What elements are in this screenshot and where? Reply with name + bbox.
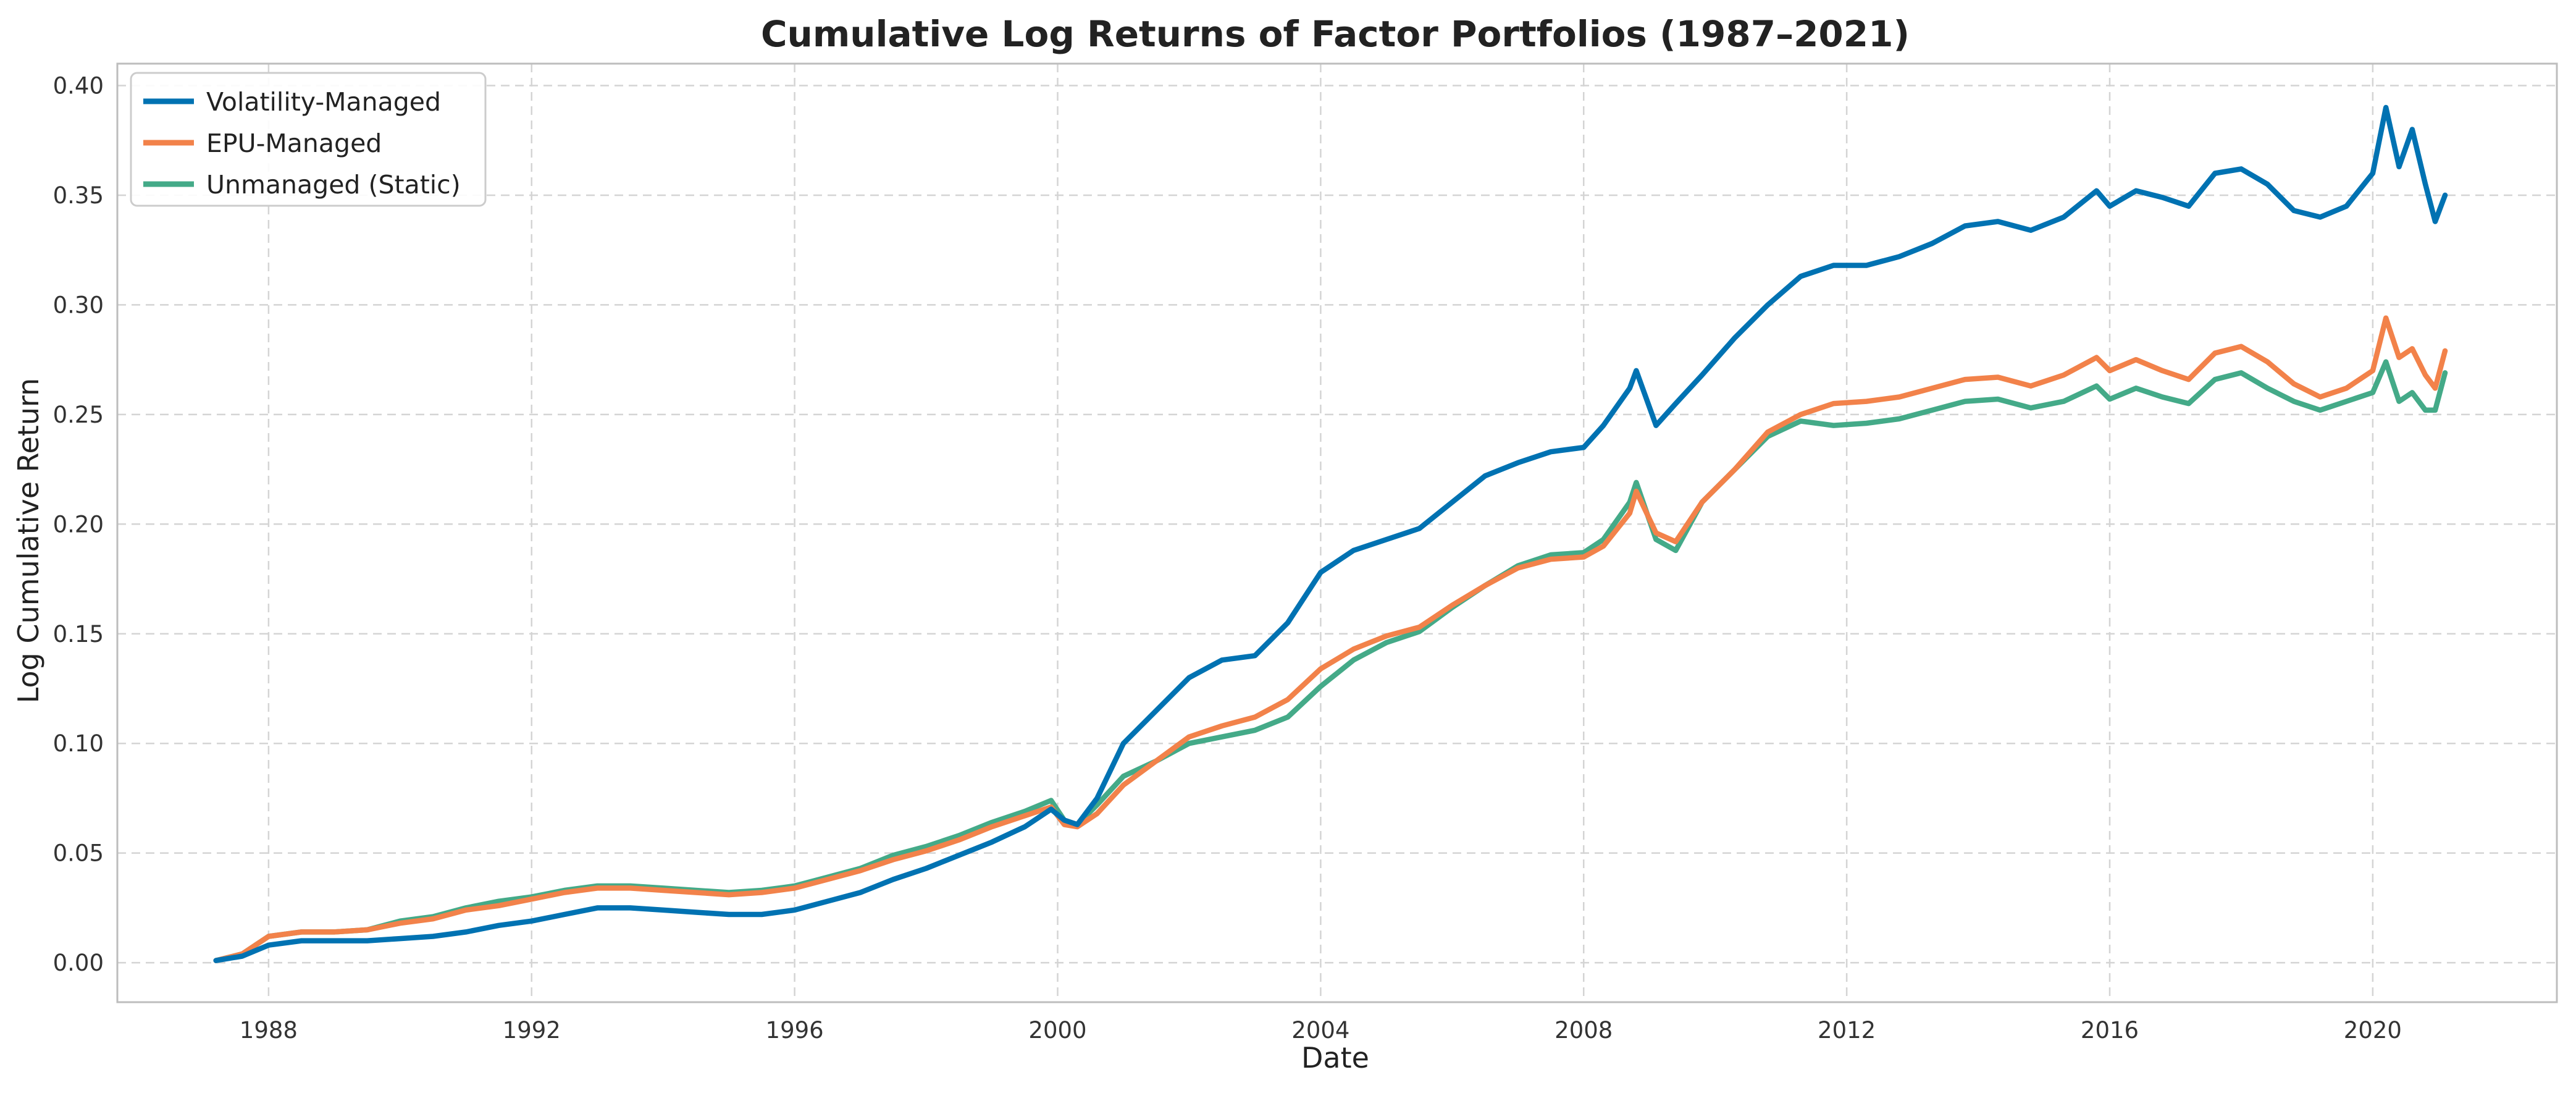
y-tick-label: 0.05 [53,840,104,867]
y-tick-label: 0.40 [53,72,104,99]
y-tick-labels: 0.00 0.05 0.10 0.15 0.20 0.25 0.30 0.35 0.40 [53,72,104,976]
series-line-volatility-managed [213,104,2448,963]
y-tick-label: 0.35 [53,182,104,209]
x-tick-label: 1988 [240,1017,298,1044]
plot-frame [116,62,2558,1003]
x-tick-label: 2020 [2344,1017,2402,1044]
grid [117,64,2557,1002]
x-axis-label: Date [1301,1041,1369,1074]
y-tick-label: 0.00 [53,950,104,976]
y-tick-label: 0.25 [53,402,104,428]
y-tick-label: 0.15 [53,621,104,648]
x-tick-label: 2004 [1291,1017,1349,1044]
x-tick-label: 2000 [1028,1017,1086,1044]
chart-title: Cumulative Log Returns of Factor Portfol… [761,13,1910,55]
y-tick-label: 0.20 [53,511,104,538]
x-tick-labels: 1988 1992 1996 2000 2004 2008 2012 2016 2020 [240,1017,2402,1044]
legend-label: Unmanaged (Static) [206,170,461,200]
series-group [213,104,2448,963]
legend-label: EPU-Managed [206,129,382,158]
y-tick-label: 0.30 [53,292,104,318]
x-tick-label: 1992 [503,1017,561,1044]
series-line-epu-managed [213,315,2448,963]
x-tick-label: 2008 [1554,1017,1613,1044]
x-tick-label: 2016 [2081,1017,2139,1044]
x-tick-label: 2012 [1818,1017,1876,1044]
legend-label: Volatility-Managed [206,87,441,117]
y-tick-label: 0.10 [53,730,104,757]
legend-box [130,72,487,207]
x-tick-label: 1996 [766,1017,824,1044]
legend: Volatility-Managed EPU-Managed Unmanaged (… [130,72,487,207]
y-axis-label: Log Cumulative Return [12,378,45,704]
